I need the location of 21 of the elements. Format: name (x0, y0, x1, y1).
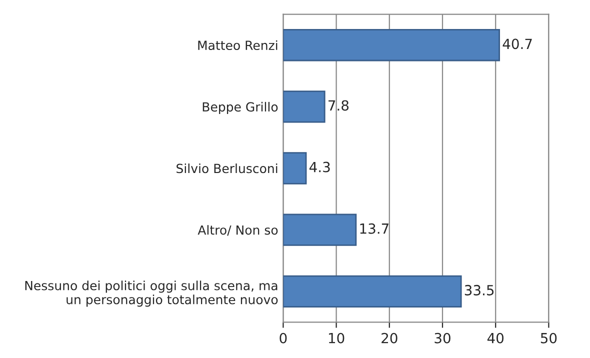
data-label: 13.7 (360, 223, 388, 234)
y-tick-label: Beppe Grillo (202, 102, 278, 114)
x-tick-label: 0 (280, 332, 287, 344)
x-tick-label: 20 (382, 332, 398, 344)
x-tick-label: 30 (434, 332, 450, 344)
y-tick-label: Altro/ Non so (198, 225, 278, 236)
data-label: 4.3 (309, 162, 330, 172)
y-tick-label: Silvio Berlusconi (176, 164, 278, 174)
x-tick-label: 50 (540, 332, 557, 344)
y-tick-label: Matteo Renzi (198, 40, 278, 50)
bar (283, 152, 307, 184)
bar (283, 90, 326, 123)
y-tick-label: Nessuno dei politici oggi sulla scena, ma un personaggio totalmente nuovo (25, 280, 278, 307)
x-tick-label: 10 (328, 332, 344, 344)
data-label: 33.5 (464, 284, 494, 296)
data-label: 40.7 (502, 38, 532, 50)
bar (283, 29, 500, 62)
x-tick-label: 40 (487, 332, 504, 344)
bar (283, 214, 357, 246)
bar (283, 275, 462, 308)
data-label: 7.8 (328, 100, 349, 111)
